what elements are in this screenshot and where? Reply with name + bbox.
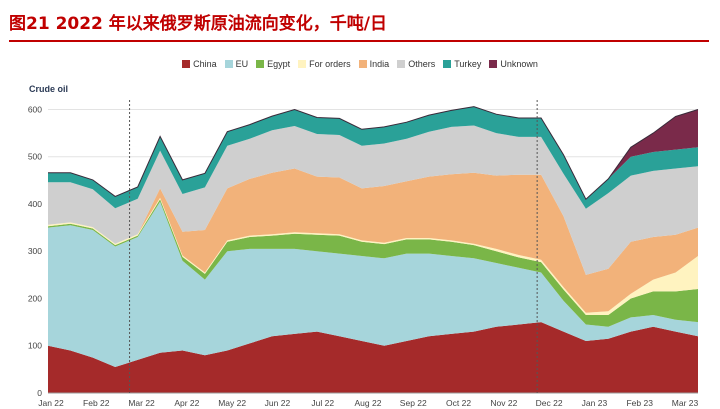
chart-legend: China EU Egypt For orders India Others Turkey U…: [0, 59, 720, 69]
y-tick-label: 200: [28, 293, 42, 303]
legend-label: For orders: [309, 59, 351, 69]
x-tick-label: Feb 23: [626, 398, 653, 408]
y-tick-label: 600: [28, 104, 42, 114]
legend-label: India: [369, 59, 390, 69]
legend-swatch: [224, 60, 233, 68]
legend-swatch: [397, 60, 406, 68]
x-tick-label: Jan 22: [38, 398, 64, 408]
x-tick-label: Jun 22: [265, 398, 291, 408]
legend-label: China: [193, 59, 217, 69]
area-series-egypt: [48, 199, 698, 327]
area-series-others: [48, 125, 698, 275]
legend-swatch: [182, 60, 191, 68]
legend-item-7: Unknown: [489, 59, 538, 69]
x-tick-label: Jul 22: [311, 398, 334, 408]
x-tick-label: Nov 22: [490, 398, 517, 408]
figure-title: 图21 2022 年以来俄罗斯原油流向变化，千吨/日: [9, 14, 388, 34]
y-tick-label: 0: [37, 388, 42, 398]
y-tick-label: 100: [28, 341, 42, 351]
legend-item-1: EU: [224, 59, 249, 69]
x-tick-label: Dec 22: [536, 398, 563, 408]
legend-item-2: Egypt: [256, 59, 290, 69]
legend-item-3: For orders: [298, 59, 351, 69]
legend-item-0: China: [182, 59, 217, 69]
legend-item-5: Others: [397, 59, 435, 69]
legend-label: Others: [408, 59, 436, 69]
x-tick-label: Mar 23: [672, 398, 699, 408]
area-series-china: [48, 322, 698, 393]
y-tick-label: 400: [28, 199, 42, 209]
chart-title: Crude oil: [29, 84, 69, 94]
y-tick-label: 300: [28, 246, 42, 256]
x-tick-label: May 22: [218, 398, 246, 408]
legend-swatch: [489, 60, 498, 68]
legend-label: Unknown: [500, 59, 538, 69]
area-series-eu: [48, 201, 698, 367]
x-tick-label: Apr 22: [174, 398, 199, 408]
legend-swatch: [298, 60, 307, 68]
x-tick-label: Sep 22: [400, 398, 427, 408]
legend-label: Turkey: [454, 59, 482, 69]
area-series-india: [48, 168, 698, 313]
x-tick-label: Jan 23: [582, 398, 608, 408]
legend-swatch: [358, 60, 367, 68]
legend-item-6: Turkey: [443, 59, 481, 69]
x-tick-label: Oct 22: [446, 398, 471, 408]
x-tick-label: Mar 22: [128, 398, 155, 408]
x-tick-label: Aug 22: [355, 398, 382, 408]
legend-swatch: [443, 60, 452, 68]
x-tick-label: Feb 22: [83, 398, 110, 408]
area-series-turkey: [48, 106, 698, 209]
title-rule: [9, 40, 709, 42]
y-tick-label: 500: [28, 152, 42, 162]
legend-item-4: India: [358, 59, 390, 69]
legend-label: Egypt: [267, 59, 291, 69]
total-outline: [48, 106, 699, 201]
legend-swatch: [256, 60, 265, 68]
legend-label: EU: [235, 59, 249, 69]
